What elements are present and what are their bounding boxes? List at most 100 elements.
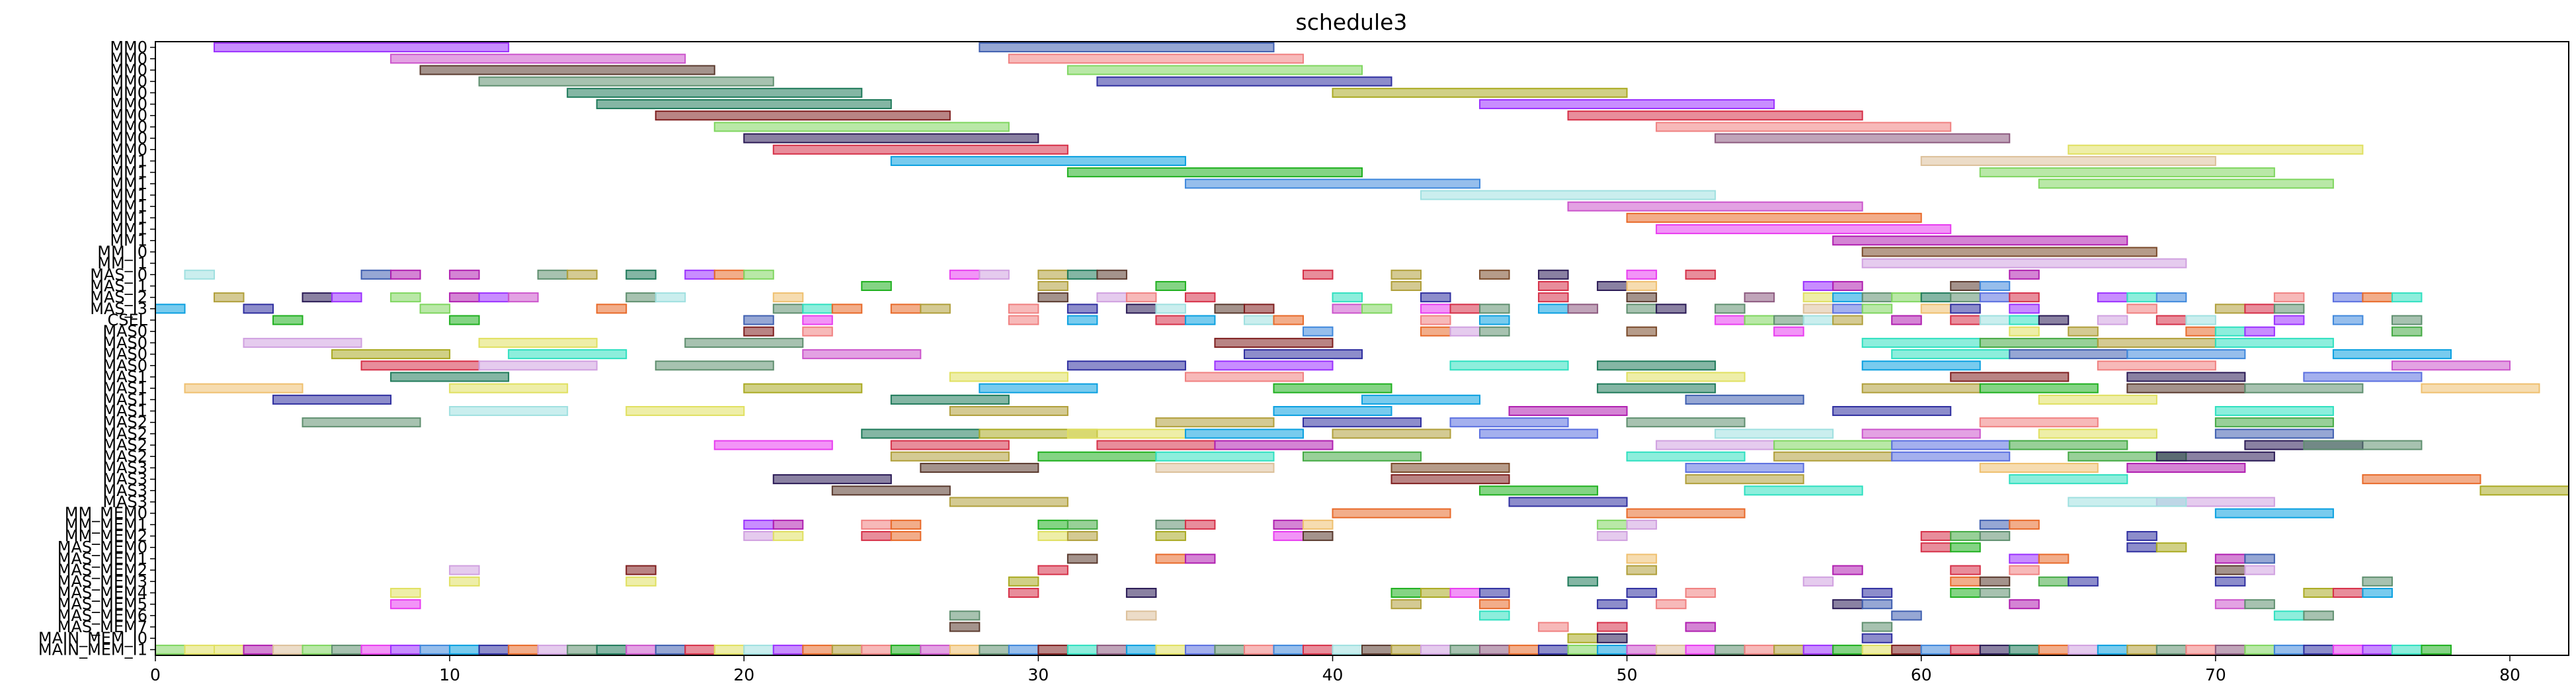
schedule-bar — [1361, 394, 1481, 405]
schedule-bar — [1950, 644, 1981, 655]
schedule-bar — [2126, 644, 2157, 655]
x-tick-label: 60 — [1911, 665, 1932, 684]
schedule-bar — [861, 531, 892, 542]
schedule-bar — [1802, 576, 1834, 587]
row-label: MAS2 — [102, 413, 147, 432]
schedule-bar — [1685, 462, 1804, 473]
schedule-bar — [1155, 531, 1186, 542]
schedule-bar — [2068, 144, 2364, 155]
schedule-bar — [2391, 644, 2423, 655]
schedule-bar — [2303, 587, 2334, 598]
schedule-bar — [1155, 519, 1186, 530]
schedule-bar — [1597, 360, 1716, 371]
schedule-bar — [596, 304, 627, 314]
row-label: MM1 — [110, 208, 147, 227]
schedule-bar — [331, 349, 451, 360]
schedule-bar — [1479, 304, 1510, 314]
schedule-bar — [1332, 508, 1451, 518]
schedule-bar — [2332, 644, 2364, 655]
schedule-bar — [1832, 304, 1863, 314]
schedule-bar — [1773, 315, 1804, 325]
schedule-bar — [625, 269, 657, 280]
schedule-bar — [2214, 405, 2334, 417]
schedule-bar — [1538, 292, 1569, 303]
schedule-bar — [1214, 360, 1334, 371]
schedule-bar — [684, 337, 804, 348]
row-label: MM1 — [110, 163, 147, 182]
schedule-bar — [1067, 167, 1363, 178]
row-label: MAS2 — [102, 447, 147, 466]
schedule-bar — [2214, 304, 2246, 314]
schedule-bar — [1125, 292, 1157, 303]
schedule-bar — [1390, 644, 1422, 655]
schedule-bar — [1656, 122, 1952, 132]
schedule-bar — [1773, 326, 1804, 337]
schedule-bar — [390, 54, 686, 64]
schedule-bar — [1832, 644, 1863, 655]
schedule-bar — [1597, 622, 1628, 632]
schedule-bar — [2038, 179, 2334, 189]
schedule-bar — [1538, 622, 1569, 632]
schedule-bar — [390, 269, 421, 280]
schedule-bar — [2155, 451, 2275, 462]
schedule-bar — [1067, 531, 1098, 542]
schedule-bar — [1155, 644, 1186, 655]
schedule-bar — [684, 269, 715, 280]
schedule-bar — [1273, 644, 1304, 655]
schedule-bar — [1861, 292, 1893, 303]
schedule-bar — [1891, 349, 2011, 360]
schedule-bar — [2009, 304, 2040, 314]
schedule-bar — [890, 440, 1010, 450]
schedule-bar — [2097, 644, 2128, 655]
schedule-bar — [1037, 269, 1068, 280]
schedule-bar — [1626, 304, 1658, 314]
row-label: MAS_MEM0 — [58, 538, 147, 557]
schedule-bar — [1243, 349, 1363, 360]
schedule-bar — [1802, 315, 1834, 325]
schedule-bar — [979, 644, 1010, 655]
schedule-bar — [1214, 440, 1334, 450]
schedule-bar — [2244, 644, 2275, 655]
schedule-bar — [1979, 292, 2011, 303]
schedule-bar — [478, 360, 598, 371]
schedule-bar — [478, 644, 510, 655]
schedule-bar — [2214, 644, 2246, 655]
schedule-bar — [1508, 405, 1628, 417]
schedule-bar — [1184, 179, 1481, 189]
schedule-bar — [1155, 462, 1275, 473]
schedule-bar — [1626, 417, 1746, 428]
row-label: MM_MEM1 — [65, 515, 147, 534]
schedule-bar — [1920, 542, 1952, 553]
schedule-bar — [1685, 622, 1716, 632]
schedule-bar — [1920, 531, 1952, 542]
schedule-bar — [1538, 644, 1569, 655]
schedule-bar — [1184, 429, 1304, 439]
schedule-bar — [949, 405, 1068, 417]
schedule-bar — [360, 644, 392, 655]
x-tick-label: 40 — [1322, 665, 1344, 684]
schedule-bar — [655, 644, 686, 655]
schedule-bar — [1479, 485, 1599, 496]
schedule-bar — [625, 405, 745, 417]
schedule-bar — [655, 360, 774, 371]
schedule-bar — [1656, 304, 1687, 314]
schedule-bar — [1067, 269, 1098, 280]
row-label: MM0 — [110, 140, 147, 159]
schedule-bar — [1773, 440, 1893, 450]
schedule-bar — [1744, 292, 1775, 303]
schedule-bar — [1802, 280, 1834, 292]
schedule-bar — [1626, 280, 1658, 292]
row-label: MAS_I3 — [90, 300, 147, 318]
schedule-bar — [1037, 531, 1068, 542]
schedule-bar — [890, 155, 1186, 166]
row-label: MAS_MEM3 — [58, 572, 147, 591]
schedule-bar — [1214, 644, 1245, 655]
schedule-bar — [713, 269, 745, 280]
x-tick-label: 30 — [1027, 665, 1049, 684]
schedule-bar — [1861, 337, 1981, 348]
schedule-bar — [2479, 485, 2569, 496]
schedule-bar — [508, 292, 539, 303]
schedule-bar — [920, 304, 951, 314]
schedule-bar — [1273, 531, 1304, 542]
schedule-bar — [1950, 587, 1981, 598]
